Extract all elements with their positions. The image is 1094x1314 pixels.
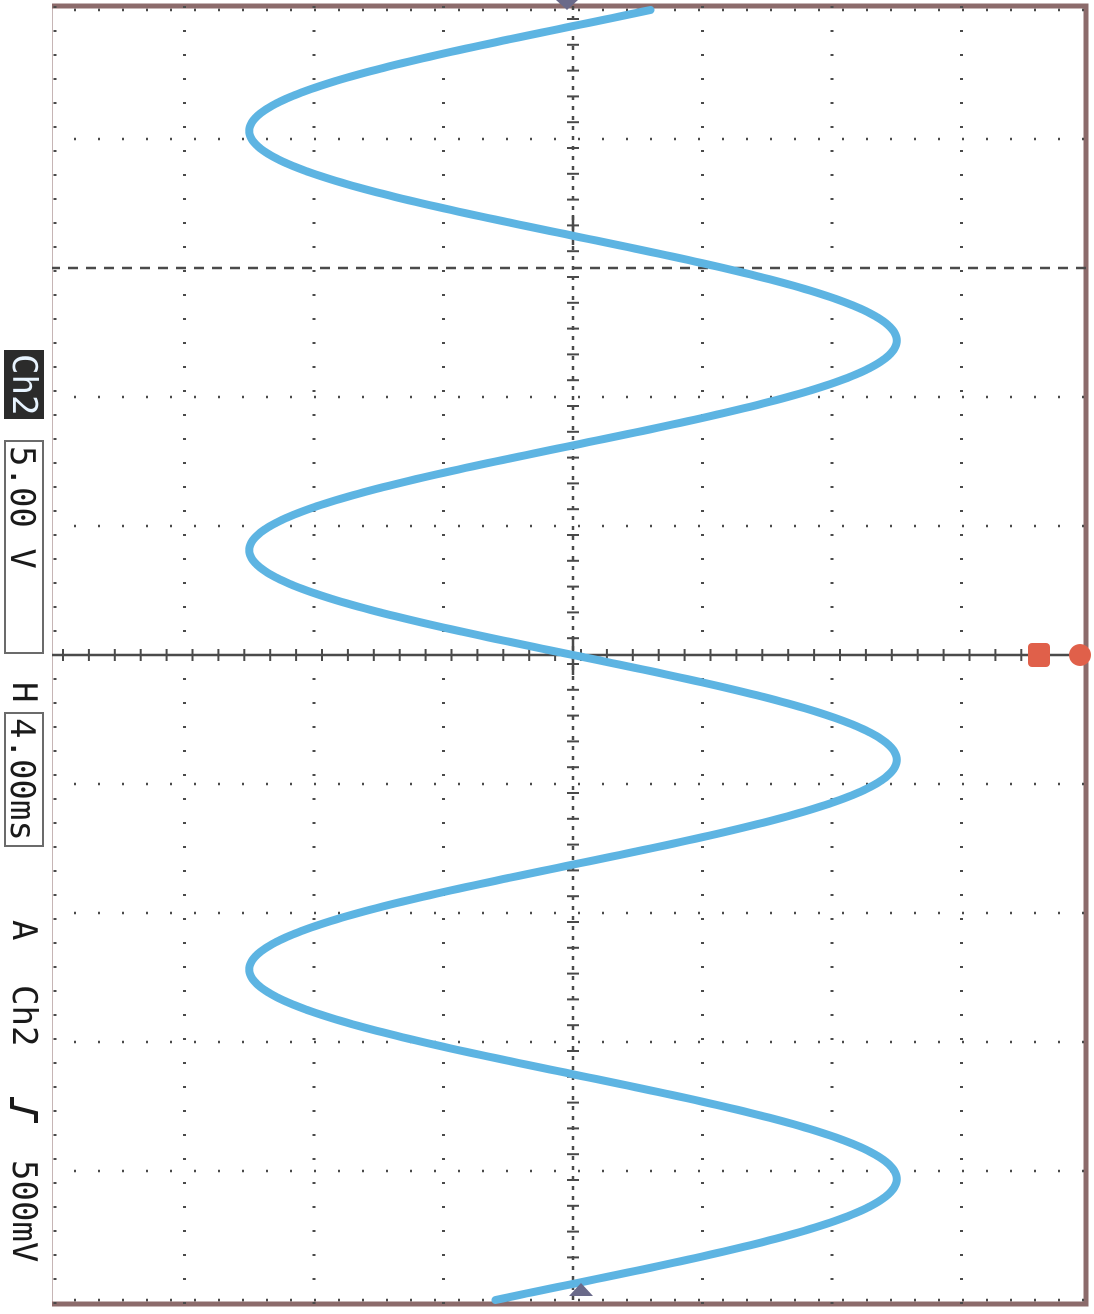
trigger-source-label: Ch2	[4, 985, 44, 1047]
trigger-position-marker-top	[556, 0, 578, 10]
trigger-mode-label: A	[4, 920, 44, 941]
ch2-waveform-trace	[245, 6, 901, 1304]
status-row: Ch2 5.00 V H 4.00ms A Ch2 500mV	[0, 0, 46, 1309]
rising-edge-icon	[4, 1095, 44, 1125]
trigger-level-readout: 500mV	[4, 1160, 44, 1263]
trigger-position-marker-bottom	[569, 1283, 593, 1296]
time-per-div-readout: 4.00ms	[2, 712, 44, 847]
ground-level-marker	[1028, 643, 1091, 667]
volts-per-div-readout: 5.00 V	[2, 440, 44, 654]
horizontal-label: H	[4, 682, 44, 703]
channel-label: Ch2	[4, 350, 44, 420]
status-bar: Ch2 5.00 V H 4.00ms A Ch2 500mV	[0, 0, 52, 1309]
